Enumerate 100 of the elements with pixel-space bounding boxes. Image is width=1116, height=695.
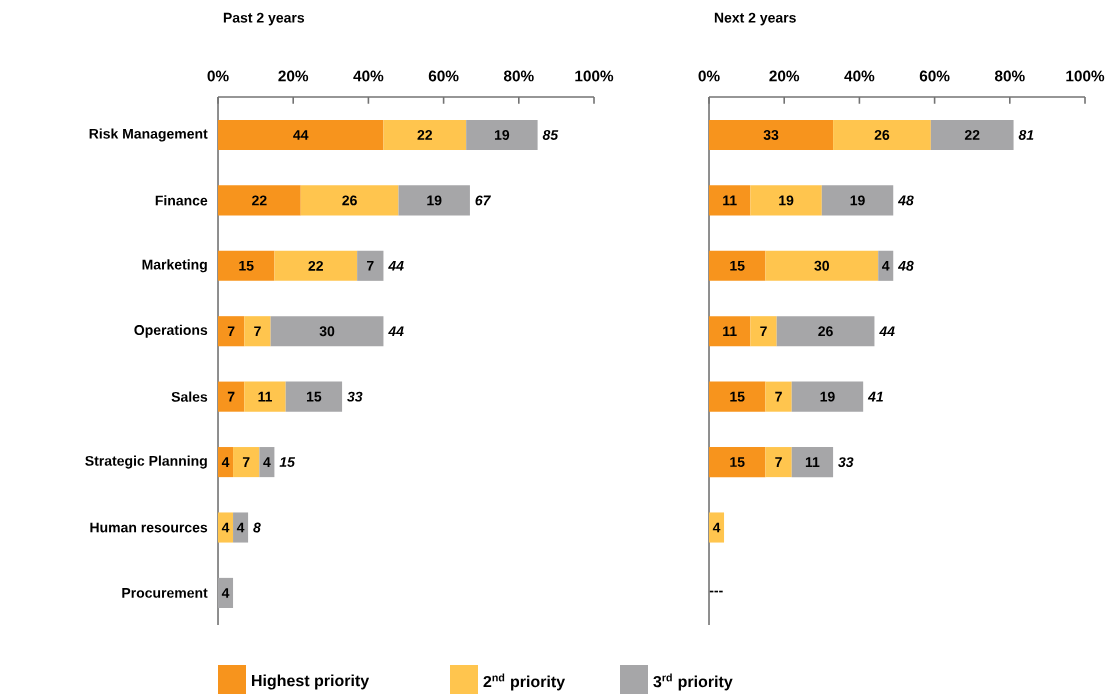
data-label: 30 bbox=[814, 260, 830, 271]
data-label: 7 bbox=[367, 260, 374, 271]
bar bbox=[791, 381, 864, 412]
bar bbox=[765, 447, 792, 478]
bar bbox=[218, 381, 245, 412]
data-label: 7 bbox=[775, 457, 782, 467]
bar bbox=[357, 250, 384, 281]
bar bbox=[750, 185, 822, 216]
bar bbox=[709, 119, 834, 150]
total-label: 85 bbox=[542, 129, 559, 140]
bar bbox=[709, 185, 751, 216]
bar bbox=[218, 185, 301, 216]
x-tick-label: 80% bbox=[503, 70, 534, 82]
total-label: 33 bbox=[838, 457, 854, 468]
annotation: --- bbox=[709, 590, 723, 593]
data-label: 4 bbox=[221, 522, 230, 533]
bar bbox=[274, 250, 358, 281]
bar bbox=[285, 381, 343, 412]
total-label: 44 bbox=[388, 326, 404, 337]
bar bbox=[791, 447, 834, 478]
bar bbox=[765, 381, 792, 412]
bar bbox=[466, 119, 538, 150]
bar bbox=[709, 512, 725, 543]
chart-title: Next 2 years bbox=[714, 12, 796, 26]
bar bbox=[218, 316, 245, 347]
data-label: 15 bbox=[730, 391, 745, 402]
data-label: 4 bbox=[221, 457, 230, 467]
data-label: 26 bbox=[818, 326, 833, 337]
bar bbox=[821, 185, 894, 216]
x-tick-label: 100% bbox=[1066, 70, 1105, 82]
data-label: 4 bbox=[236, 522, 245, 533]
x-tick-label: 0% bbox=[698, 70, 720, 82]
total-label: 44 bbox=[879, 326, 895, 337]
bar bbox=[259, 447, 275, 478]
y-tick-label: Strategic Planning bbox=[85, 455, 207, 469]
data-label: 22 bbox=[252, 195, 267, 206]
bar bbox=[244, 316, 271, 347]
data-label: 4 bbox=[712, 522, 721, 533]
data-label: 11 bbox=[723, 195, 737, 206]
bar bbox=[300, 185, 399, 216]
x-tick-label: 40% bbox=[844, 70, 875, 82]
bar bbox=[776, 316, 875, 347]
data-label: 19 bbox=[494, 129, 510, 140]
bar bbox=[218, 119, 384, 150]
bar bbox=[833, 119, 931, 150]
x-tick-label: 0% bbox=[207, 70, 229, 82]
data-label: 15 bbox=[730, 260, 745, 271]
total-label: 15 bbox=[279, 457, 296, 467]
y-tick-label: Risk Management bbox=[89, 128, 208, 142]
bar bbox=[709, 250, 766, 281]
bar bbox=[398, 185, 470, 216]
data-label: 19 bbox=[779, 195, 794, 206]
data-label: 7 bbox=[227, 391, 235, 402]
bar bbox=[218, 512, 234, 543]
bar bbox=[765, 250, 879, 281]
total-label: 67 bbox=[475, 195, 491, 206]
bar bbox=[244, 381, 286, 412]
data-label: 4 bbox=[263, 457, 271, 467]
bar bbox=[709, 381, 766, 412]
data-label: 15 bbox=[730, 457, 745, 467]
y-tick-label: Sales bbox=[171, 391, 208, 402]
y-tick-label: Operations bbox=[134, 324, 208, 338]
bar bbox=[383, 119, 467, 150]
data-label: 19 bbox=[850, 195, 865, 206]
bar bbox=[218, 447, 234, 478]
data-label: 7 bbox=[760, 326, 767, 337]
data-label: 30 bbox=[319, 326, 335, 337]
bar bbox=[930, 119, 1014, 150]
x-tick-label: 40% bbox=[353, 70, 384, 82]
y-tick-label: Human resources bbox=[90, 522, 208, 533]
data-label: 15 bbox=[239, 260, 254, 271]
chart-title: Past 2 years bbox=[223, 12, 305, 26]
x-tick-label: 60% bbox=[428, 70, 459, 82]
bar bbox=[709, 447, 766, 478]
data-label: 19 bbox=[427, 195, 442, 206]
y-tick-label: Finance bbox=[155, 195, 208, 206]
data-label: 7 bbox=[242, 457, 250, 467]
legend-label: Highest priority bbox=[252, 674, 370, 690]
data-label: 44 bbox=[293, 130, 309, 140]
x-tick-label: 100% bbox=[575, 70, 614, 82]
data-label: 4 bbox=[882, 260, 890, 271]
total-label: 33 bbox=[347, 391, 363, 402]
legend-label: 3$^{rd}$ priority bbox=[653, 673, 733, 691]
data-label: 22 bbox=[964, 130, 980, 140]
data-label: 7 bbox=[254, 326, 261, 337]
data-label: 22 bbox=[308, 260, 323, 271]
data-label: 19 bbox=[820, 391, 835, 402]
total-label: 48 bbox=[897, 260, 914, 271]
bar bbox=[233, 447, 260, 478]
bar bbox=[233, 512, 249, 543]
bar bbox=[709, 316, 751, 347]
bar bbox=[218, 577, 234, 608]
data-label: 33 bbox=[763, 129, 779, 140]
y-tick-label: Procurement bbox=[122, 588, 208, 598]
y-tick-label: Marketing bbox=[142, 259, 207, 273]
bar bbox=[750, 316, 777, 347]
data-label: 15 bbox=[306, 391, 322, 402]
bar bbox=[878, 250, 894, 281]
data-label: 11 bbox=[258, 391, 272, 402]
x-tick-label: 20% bbox=[769, 70, 800, 82]
